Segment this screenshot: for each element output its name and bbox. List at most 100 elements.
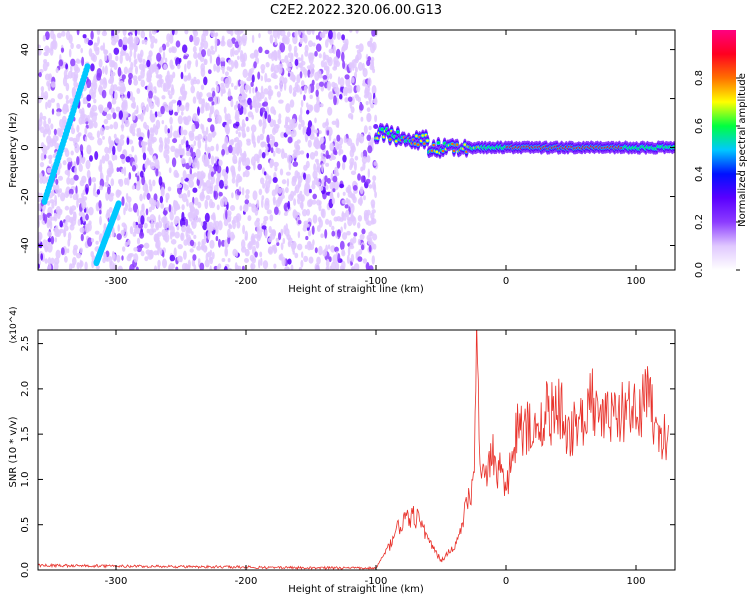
heatmap-cell bbox=[228, 144, 233, 154]
heatmap-cell bbox=[265, 179, 269, 188]
heatmap-cell bbox=[294, 186, 298, 192]
heatmap-cell bbox=[119, 153, 126, 160]
heatmap-cell bbox=[246, 126, 250, 133]
heatmap-cell bbox=[282, 34, 288, 45]
heatmap-cell bbox=[273, 141, 279, 148]
heatmap-cell bbox=[93, 42, 97, 52]
heatmap-cell bbox=[184, 30, 189, 35]
heatmap-cell bbox=[279, 75, 285, 86]
heatmap-cell bbox=[306, 30, 312, 35]
heatmap-cell bbox=[184, 63, 187, 73]
heatmap-cell bbox=[236, 221, 241, 229]
heatmap-cell bbox=[252, 190, 258, 201]
heatmap-cell bbox=[343, 88, 346, 97]
signal-core-mark bbox=[380, 128, 384, 131]
heatmap-cell bbox=[262, 126, 265, 135]
heatmap-cell bbox=[237, 55, 240, 60]
heatmap-cell bbox=[49, 46, 54, 56]
heatmap-cell bbox=[234, 142, 241, 150]
heatmap-cell bbox=[214, 109, 220, 119]
heatmap-cell bbox=[291, 129, 297, 138]
heatmap-cell bbox=[324, 175, 328, 183]
heatmap-cell bbox=[278, 113, 282, 120]
heatmap-cell bbox=[157, 74, 163, 79]
heatmap-cell bbox=[194, 39, 200, 46]
heatmap-cell bbox=[300, 119, 305, 128]
heatmap-cell bbox=[306, 65, 312, 70]
x-tick-label: -300 bbox=[105, 276, 128, 287]
heatmap-cell bbox=[223, 106, 227, 114]
heatmap-cell bbox=[260, 85, 264, 94]
heatmap-cell bbox=[187, 189, 191, 198]
heatmap-cell bbox=[306, 152, 310, 159]
heatmap-cell bbox=[39, 112, 43, 120]
heatmap-cell bbox=[84, 261, 88, 270]
heatmap-cell bbox=[277, 118, 282, 125]
heatmap-cell bbox=[192, 116, 196, 121]
heatmap-cell bbox=[258, 188, 263, 196]
heatmap-cell bbox=[189, 239, 195, 247]
heatmap-cell bbox=[130, 123, 134, 130]
heatmap-cell bbox=[132, 132, 136, 137]
y-tick-label: 0 bbox=[20, 144, 31, 150]
heatmap-cell bbox=[363, 195, 366, 201]
signal-core-mark bbox=[396, 130, 400, 134]
heatmap-cell bbox=[47, 117, 52, 125]
heatmap-cell bbox=[142, 152, 147, 161]
heatmap-cell bbox=[283, 212, 288, 216]
heatmap-cell bbox=[45, 31, 50, 41]
colorbar-ticks: 0.0 0.2 0.4 0.6 0.8 bbox=[694, 70, 740, 278]
heatmap-cell bbox=[70, 42, 74, 50]
heatmap-cell bbox=[288, 237, 293, 243]
colorbar-label: Normalized spectral amplitude bbox=[737, 73, 748, 227]
heatmap-cell bbox=[108, 79, 112, 84]
heatmap-cell bbox=[337, 192, 340, 199]
heatmap-cell bbox=[339, 93, 343, 100]
heatmap-cell bbox=[126, 137, 130, 146]
heatmap-cell bbox=[105, 174, 109, 183]
heatmap-cell bbox=[304, 44, 309, 53]
heatmap-cell bbox=[220, 198, 225, 208]
heatmap-cell bbox=[47, 257, 52, 266]
heatmap-cell bbox=[256, 135, 261, 144]
heatmap-cell bbox=[158, 176, 163, 186]
heatmap-cell bbox=[99, 126, 105, 136]
heatmap-cell bbox=[294, 252, 299, 259]
heatmap-cell bbox=[261, 225, 267, 230]
heatmap-cell bbox=[120, 134, 125, 140]
heatmap-cell bbox=[342, 154, 347, 163]
heatmap-cell bbox=[43, 91, 49, 100]
heatmap-cell bbox=[204, 158, 210, 167]
spectrogram-y-axis: -40 -20 0 20 40 bbox=[20, 43, 675, 254]
heatmap-cell bbox=[38, 235, 41, 244]
heatmap-cell bbox=[169, 266, 173, 270]
heatmap-cell bbox=[210, 171, 214, 177]
heatmap-cell bbox=[142, 203, 145, 213]
heatmap-cell bbox=[40, 253, 43, 261]
heatmap-cell bbox=[213, 63, 217, 72]
heatmap-cell bbox=[139, 231, 145, 239]
heatmap-cell bbox=[171, 84, 174, 92]
heatmap-cell bbox=[201, 124, 205, 134]
snr-y-label: SNR (10 * v/v) bbox=[8, 416, 19, 487]
heatmap-cell bbox=[309, 134, 315, 140]
heatmap-cell bbox=[79, 247, 83, 254]
heatmap-cell bbox=[314, 263, 320, 270]
heatmap-cell bbox=[107, 186, 111, 195]
heatmap-cell bbox=[81, 56, 85, 67]
heatmap-cell bbox=[244, 169, 250, 178]
heatmap-cell bbox=[297, 243, 303, 251]
heatmap-cell bbox=[86, 222, 92, 232]
snr-frame bbox=[37, 329, 676, 571]
heatmap-cell bbox=[260, 64, 266, 71]
x-tick-label: -100 bbox=[365, 276, 388, 287]
heatmap-cell bbox=[194, 217, 200, 223]
heatmap-cell bbox=[203, 76, 208, 86]
heatmap-cell bbox=[91, 177, 97, 183]
heatmap-cell bbox=[110, 107, 115, 114]
heatmap-cell bbox=[334, 150, 338, 156]
heatmap-cell bbox=[162, 51, 166, 60]
heatmap-cell bbox=[286, 67, 291, 72]
heatmap-cell bbox=[224, 113, 228, 121]
heatmap-cell bbox=[156, 200, 161, 209]
